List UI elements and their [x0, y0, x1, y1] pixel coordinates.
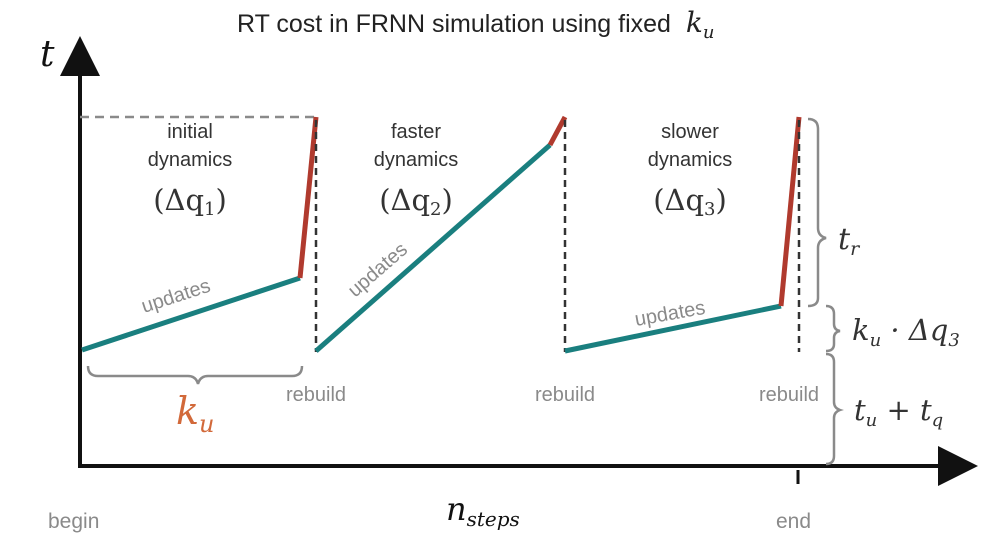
x-axis-end: end	[776, 510, 811, 533]
ku-brace	[86, 365, 304, 385]
tr-label: tr	[838, 222, 861, 260]
rebuild-label-1: rebuild	[286, 384, 346, 406]
ku-label: ku	[176, 389, 215, 438]
phase-1-delta: (Δq1)	[153, 183, 227, 220]
update-line-3	[564, 303, 782, 354]
tutq-label: tu + tq	[854, 393, 943, 431]
phase-1-line2: dynamics	[148, 149, 232, 171]
y-axis-label: t	[40, 34, 55, 75]
phase-1-line1: initial	[167, 121, 213, 143]
diagram-title: RT cost in FRNN simulation using fixed k…	[237, 6, 714, 43]
update-line-1	[81, 275, 301, 353]
rebuild-line-2	[547, 115, 568, 147]
rebuild-label-3: rebuild	[759, 384, 819, 406]
phase-3-line1: slower	[661, 121, 719, 143]
update-line-2	[314, 143, 552, 353]
rebuild-line-1	[297, 116, 319, 279]
phase-3-line2: dynamics	[648, 149, 732, 171]
x-axis-label: nsteps	[446, 490, 520, 531]
phase-2-line2: dynamics	[374, 149, 458, 171]
rebuild-label-2: rebuild	[535, 384, 595, 406]
phase-3-delta: (Δq3)	[653, 183, 727, 220]
updates-label-2: updates	[344, 238, 412, 301]
phase-2-delta: (Δq2)	[379, 183, 453, 220]
tutq-brace	[825, 352, 844, 466]
tr-brace	[807, 117, 827, 308]
phase-2-line1: faster	[391, 121, 441, 143]
kdq-brace	[825, 304, 841, 353]
x-axis-begin: begin	[48, 510, 99, 533]
rebuild-line-3	[778, 116, 802, 307]
kdq-label: ku · Δq3	[852, 313, 960, 351]
